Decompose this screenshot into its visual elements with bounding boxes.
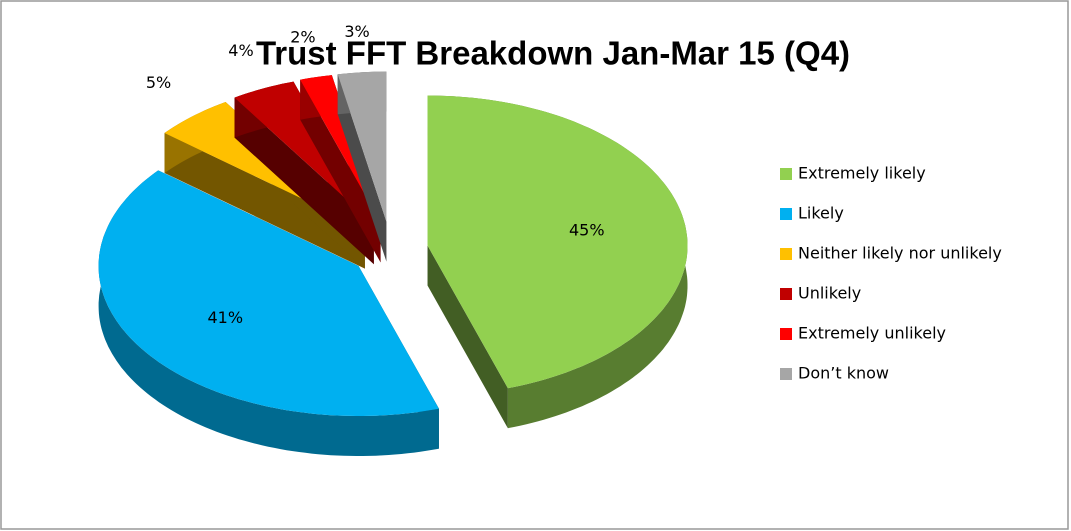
slice-side (234, 97, 374, 265)
legend-swatch (780, 288, 792, 300)
legend-swatch (780, 368, 792, 380)
slice (427, 95, 688, 389)
data-label: 41% (207, 308, 243, 327)
data-label: 3% (344, 22, 369, 41)
slice (98, 170, 439, 416)
slice (337, 71, 387, 222)
data-label: 5% (146, 73, 171, 92)
legend-label: Likely (798, 204, 844, 223)
legend-label: Extremely likely (798, 164, 926, 183)
legend-label: Neither likely nor unlikely (798, 244, 1002, 263)
data-label: 2% (290, 28, 315, 47)
legend-label: Unlikely (798, 284, 861, 303)
legend-swatch (780, 168, 792, 180)
legend: Extremely likely Likely Neither likely nor… (780, 164, 1002, 383)
legend-label: Don’t know (798, 364, 889, 383)
legend-swatch (780, 248, 792, 260)
slice-side (337, 74, 387, 262)
chart-title: Trust FFT Breakdown Jan-Mar 15 (Q4) (256, 35, 850, 72)
slice (300, 75, 381, 223)
legend-swatch (780, 328, 792, 340)
slice-side (164, 133, 365, 269)
legend-swatch (780, 208, 792, 220)
data-label: 4% (228, 41, 253, 60)
slice-side (427, 245, 508, 429)
slice-side (300, 79, 381, 263)
pie: 45% 41% 5% 4% 2% 3% (98, 22, 688, 456)
slice-wall (98, 170, 439, 456)
legend-label: Extremely unlikely (798, 324, 946, 343)
data-label: 45% (569, 220, 605, 239)
